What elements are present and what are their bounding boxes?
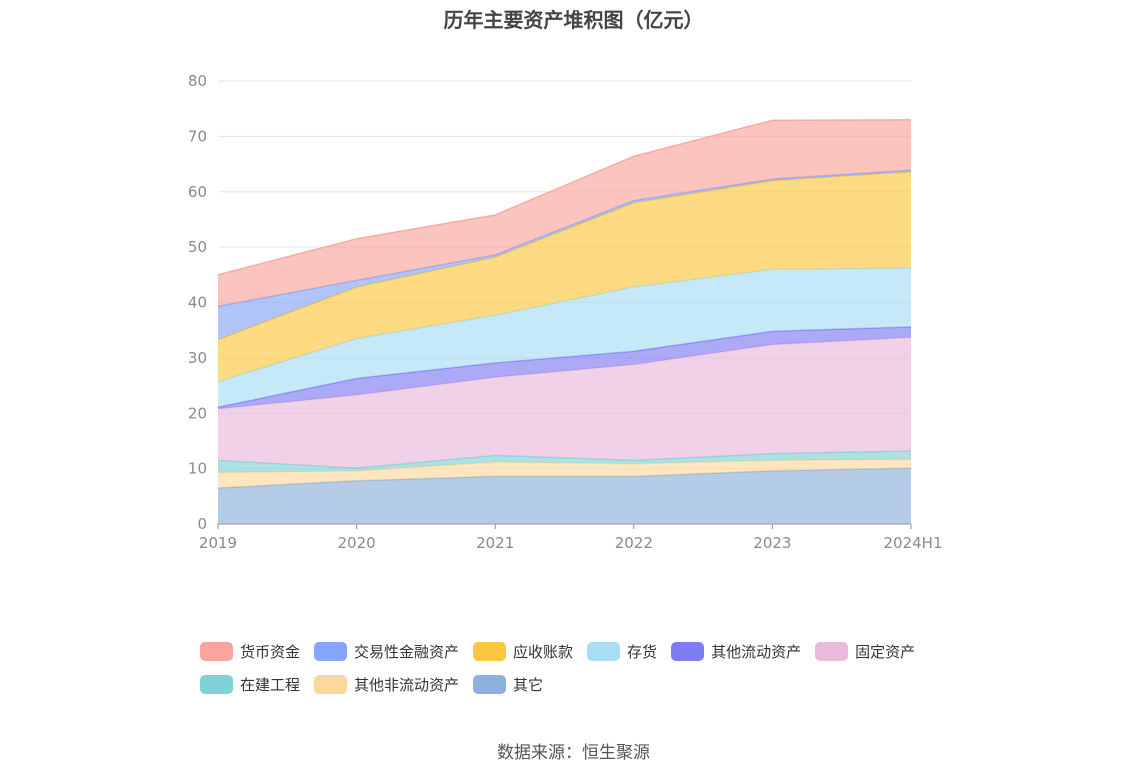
area-其他流动资产[interactable] xyxy=(218,326,911,409)
legend-item[interactable]: 其他非流动资产 xyxy=(314,674,459,695)
legend-item[interactable]: 货币资金 xyxy=(200,641,300,662)
y-tick-label: 10 xyxy=(188,460,207,478)
y-tick-label: 20 xyxy=(188,404,207,422)
legend-swatch xyxy=(473,674,507,694)
area-应收账款[interactable] xyxy=(218,171,911,382)
axes: 0 10 20 30 40 50 60 70 80 2019 2020 2021 2022 2023 202… xyxy=(188,72,943,552)
legend: 货币资金 交易性金融资产 应收账款 存货 其他流动资产 固定资产 在建工程 xyxy=(200,638,980,704)
legend-item[interactable]: 交易性金融资产 xyxy=(314,641,459,662)
legend-label: 应收账款 xyxy=(513,642,574,661)
area-edge-货币资金 xyxy=(217,119,912,276)
legend-swatch xyxy=(473,641,507,661)
legend-label: 货币资金 xyxy=(240,642,301,661)
y-tick-label: 60 xyxy=(188,183,207,201)
x-tick-label: 2021 xyxy=(476,534,514,552)
y-tick-label: 30 xyxy=(188,349,207,367)
legend-label: 存货 xyxy=(627,642,658,661)
legend-label: 其他非流动资产 xyxy=(354,675,460,694)
area-固定资产[interactable] xyxy=(218,337,911,469)
area-在建工程[interactable] xyxy=(218,450,911,473)
y-tick-label: 70 xyxy=(188,127,207,145)
legend-label: 其它 xyxy=(513,675,544,694)
y-tick-label: 50 xyxy=(188,238,207,256)
legend-swatch xyxy=(671,641,705,661)
legend-label: 交易性金融资产 xyxy=(354,642,460,661)
legend-item[interactable]: 应收账款 xyxy=(473,641,573,662)
x-tick-label: 2024H1 xyxy=(884,534,943,552)
y-tick-label: 0 xyxy=(197,515,207,533)
chart-title: 历年主要资产堆积图（亿元） xyxy=(443,8,704,32)
legend-row-2: 在建工程 其他非流动资产 其它 xyxy=(200,671,980,697)
area-存货[interactable] xyxy=(218,268,911,408)
x-tick-label: 2023 xyxy=(753,534,791,552)
y-tick-label: 80 xyxy=(188,72,207,90)
x-tick-label: 2020 xyxy=(338,534,376,552)
legend-label: 其他流动资产 xyxy=(711,642,802,661)
x-tick-label: 2022 xyxy=(615,534,653,552)
legend-swatch xyxy=(314,674,348,694)
stacked-area-chart: 0 10 20 30 40 50 60 70 80 2019 2020 2021 2022 2023 202… xyxy=(188,72,943,552)
x-tick-label: 2019 xyxy=(199,534,237,552)
legend-item[interactable]: 固定资产 xyxy=(815,641,915,662)
area-其他非流动资产[interactable] xyxy=(218,459,911,489)
source-note: 数据来源：恒生聚源 xyxy=(497,743,650,763)
legend-swatch xyxy=(200,641,233,661)
legend-item[interactable]: 存货 xyxy=(587,641,657,662)
y-tick-label: 40 xyxy=(188,294,207,312)
area-其它[interactable] xyxy=(218,468,911,524)
legend-swatch xyxy=(200,674,233,694)
legend-swatch xyxy=(314,641,348,661)
area-series xyxy=(217,119,912,524)
area-货币资金[interactable] xyxy=(218,119,911,307)
legend-label: 在建工程 xyxy=(240,675,301,694)
legend-swatch xyxy=(815,641,849,661)
legend-swatch xyxy=(587,641,621,661)
legend-item[interactable]: 其它 xyxy=(473,674,543,695)
legend-item[interactable]: 其他流动资产 xyxy=(671,641,801,662)
legend-label: 固定资产 xyxy=(855,642,916,661)
legend-item[interactable]: 在建工程 xyxy=(200,674,300,695)
legend-row-1: 货币资金 交易性金融资产 应收账款 存货 其他流动资产 固定资产 xyxy=(200,638,980,664)
